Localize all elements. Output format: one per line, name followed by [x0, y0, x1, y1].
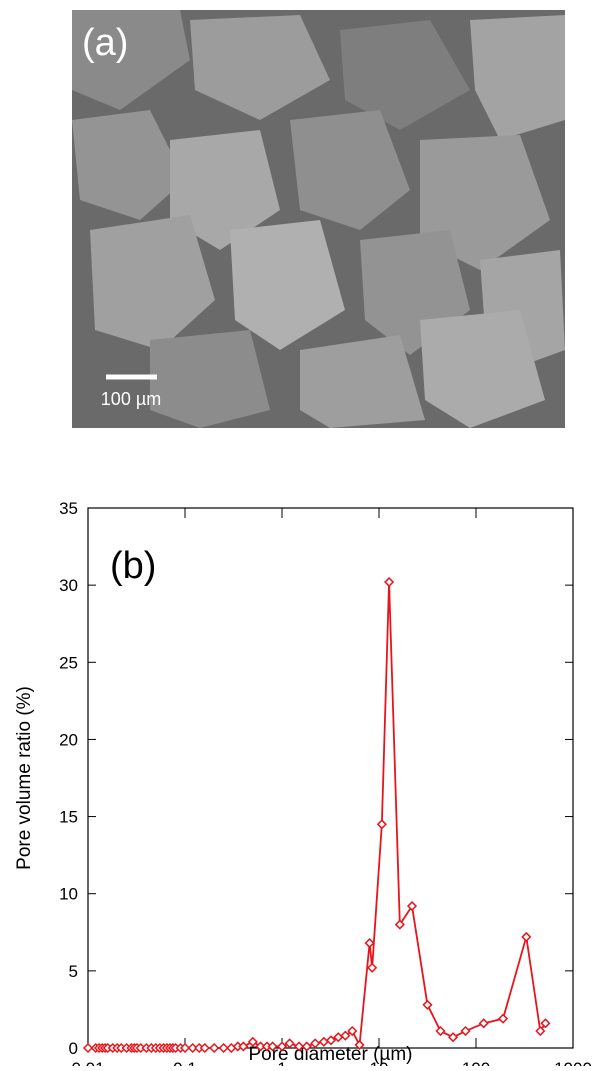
grain	[340, 20, 470, 130]
data-marker	[384, 576, 395, 588]
data-marker	[406, 900, 418, 912]
data-marker	[435, 1025, 446, 1037]
data-marker	[422, 999, 433, 1010]
data-marker	[325, 1035, 337, 1046]
data-marker	[218, 1042, 229, 1054]
y-tick-label: 5	[69, 962, 78, 981]
data-marker	[535, 1025, 546, 1037]
data-marker	[187, 1042, 198, 1054]
data-marker	[267, 1041, 278, 1052]
data-marker	[478, 1018, 489, 1029]
panel-label: (b)	[110, 545, 156, 587]
data-marker	[340, 1030, 351, 1041]
data-marker	[247, 1036, 258, 1047]
data-marker	[294, 1041, 305, 1052]
y-tick-label: 35	[59, 499, 78, 518]
grain	[300, 335, 425, 428]
scale-bar-label: 100 µm	[101, 389, 161, 409]
data-marker	[447, 1032, 459, 1043]
data-marker	[301, 1041, 312, 1052]
data-marker	[354, 1039, 365, 1050]
data-marker	[394, 919, 405, 930]
y-tick-label: 20	[59, 730, 78, 749]
grain	[420, 310, 545, 428]
data-marker	[521, 931, 532, 942]
data-marker	[82, 1042, 94, 1054]
data-marker	[460, 1025, 471, 1037]
sem-image: (a) 100 µm	[72, 10, 565, 428]
y-tick-label: 0	[69, 1039, 78, 1058]
grain	[170, 130, 280, 250]
data-marker	[209, 1042, 220, 1054]
grain	[90, 215, 215, 350]
data-marker	[238, 1041, 249, 1052]
data-marker	[199, 1042, 210, 1054]
y-axis-label: Pore volume ratio (%)	[14, 686, 35, 870]
data-marker	[376, 819, 387, 830]
x-tick-label: 1000	[554, 1059, 592, 1066]
y-tick-label: 15	[59, 808, 78, 827]
data-marker	[540, 1018, 551, 1029]
plot-frame	[87, 507, 574, 1049]
grain	[470, 15, 565, 140]
grain	[72, 10, 190, 110]
grain	[420, 135, 550, 270]
data-marker	[310, 1038, 321, 1049]
x-axis-label: Pore diameter (µm)	[248, 1044, 412, 1065]
panel-label: (a)	[82, 22, 128, 64]
grain	[230, 220, 345, 350]
x-tick-label: 0.1	[173, 1059, 197, 1066]
data-line	[88, 582, 547, 1049]
y-tick-label: 30	[59, 576, 78, 595]
data-marker	[276, 1041, 288, 1052]
y-tick-label: 10	[59, 885, 78, 904]
grain	[290, 110, 410, 230]
x-tick-label: 0.01	[71, 1059, 104, 1066]
x-tick-label: 100	[462, 1059, 490, 1066]
grain	[190, 15, 330, 120]
grain	[150, 330, 270, 428]
chart: 051015202530350.010.11101001000Pore diam…	[14, 499, 592, 1071]
data-marker	[284, 1038, 295, 1049]
y-tick-label: 25	[59, 653, 78, 672]
data-marker	[367, 962, 378, 973]
grain	[72, 110, 185, 220]
data-marker	[347, 1025, 358, 1037]
data-marker	[179, 1042, 191, 1054]
data-marker	[497, 1013, 509, 1024]
data-marker	[364, 938, 375, 949]
data-marker	[255, 1041, 266, 1052]
x-tick-label: 1	[277, 1059, 286, 1066]
